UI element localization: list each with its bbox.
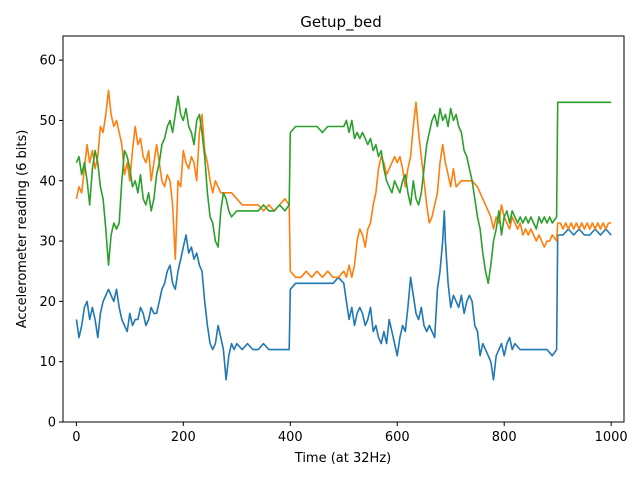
x-tick-label: 400 <box>278 430 303 445</box>
series-layer <box>75 89 612 381</box>
x-tick-label: 1000 <box>595 430 628 445</box>
x-tick-label: 200 <box>171 430 196 445</box>
series-line-1 <box>75 210 612 381</box>
chart-title: Getup_bed <box>300 13 382 32</box>
y-tick-label: 50 <box>39 114 56 129</box>
y-tick-label: 60 <box>39 54 56 69</box>
x-axis: 0 200 400 600 800 1000 <box>72 422 628 445</box>
x-tick-label: 600 <box>385 430 410 445</box>
series-line-3 <box>75 95 612 285</box>
plot-frame <box>62 35 625 423</box>
y-tick-label: 20 <box>39 295 56 310</box>
y-tick-label: 0 <box>48 416 56 431</box>
y-tick-label: 40 <box>39 174 56 189</box>
y-axis: 0 10 20 30 40 50 60 <box>39 54 63 431</box>
y-tick-label: 10 <box>39 355 56 370</box>
y-tick-label: 30 <box>39 235 56 250</box>
x-tick-label: 800 <box>492 430 517 445</box>
y-axis-title: Accelerometer reading (6 bits) <box>15 130 30 329</box>
series-line-2 <box>75 89 612 279</box>
x-axis-title: Time (at 32Hz) <box>294 451 391 466</box>
x-tick-label: 0 <box>72 430 80 445</box>
